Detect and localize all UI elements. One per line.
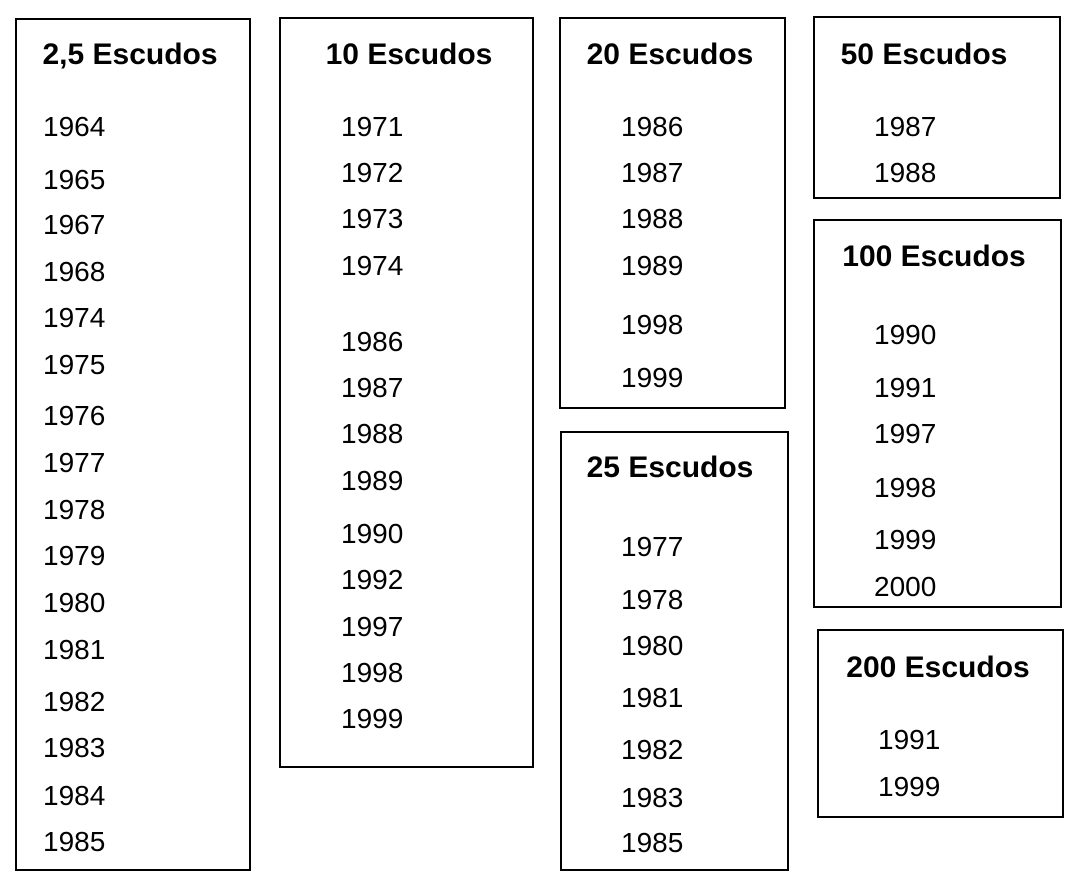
denomination-title: 25 Escudos: [586, 451, 754, 484]
year: 1988: [341, 418, 404, 449]
year: 1987: [621, 157, 684, 188]
year: 1979: [43, 540, 106, 571]
year: 1982: [43, 686, 106, 717]
year: 1974: [43, 302, 106, 333]
year: 1992: [341, 564, 404, 595]
year: 1997: [341, 611, 404, 642]
year: 1977: [621, 531, 684, 562]
year: 1983: [43, 732, 106, 763]
year: 1964: [43, 111, 106, 142]
year: 1987: [874, 111, 937, 142]
year: 1990: [874, 319, 937, 350]
year: 1985: [43, 826, 106, 857]
year: 1991: [874, 372, 937, 403]
year: 1999: [621, 362, 684, 393]
year: 1986: [621, 111, 684, 142]
year: 2000: [874, 571, 937, 602]
year: 1986: [341, 326, 404, 357]
year: 1978: [43, 494, 106, 525]
year: 1988: [874, 157, 937, 188]
year: 1990: [341, 518, 404, 549]
year: 1976: [43, 400, 106, 431]
year: 1965: [43, 164, 106, 195]
year: 1971: [341, 111, 404, 142]
year: 1975: [43, 349, 106, 380]
denomination-title: 10 Escudos: [325, 38, 493, 71]
year: 1981: [621, 682, 684, 713]
denomination-title: 100 Escudos: [842, 240, 1026, 273]
year: 1999: [878, 771, 941, 802]
year: 1989: [341, 465, 404, 496]
year: 1967: [43, 209, 106, 240]
year: 1980: [43, 587, 106, 618]
year: 1984: [43, 780, 106, 811]
denomination-box: [813, 16, 1061, 199]
denomination-title: 200 Escudos: [846, 651, 1030, 684]
denomination-box: [15, 18, 251, 871]
year: 1985: [621, 827, 684, 858]
year: 1977: [43, 447, 106, 478]
denomination-box: [559, 17, 786, 409]
year: 1981: [43, 634, 106, 665]
denomination-box: [817, 629, 1064, 818]
denomination-title: 20 Escudos: [586, 38, 754, 71]
year: 1991: [878, 724, 941, 755]
year: 1973: [341, 203, 404, 234]
denomination-box: [813, 219, 1062, 608]
year: 1974: [341, 250, 404, 281]
denomination-box: [279, 17, 534, 768]
year: 1999: [341, 703, 404, 734]
year: 1978: [621, 584, 684, 615]
denomination-title: 2,5 Escudos: [42, 38, 218, 71]
denomination-box: [560, 431, 789, 871]
year: 1983: [621, 782, 684, 813]
year: 1980: [621, 630, 684, 661]
year: 1987: [341, 372, 404, 403]
year: 1998: [341, 657, 404, 688]
year: 1999: [874, 524, 937, 555]
year: 1997: [874, 418, 937, 449]
denomination-title: 50 Escudos: [840, 38, 1008, 71]
year: 1998: [874, 472, 937, 503]
year: 1972: [341, 157, 404, 188]
year: 1998: [621, 309, 684, 340]
year: 1968: [43, 256, 106, 287]
year: 1988: [621, 203, 684, 234]
year: 1989: [621, 250, 684, 281]
year: 1982: [621, 734, 684, 765]
